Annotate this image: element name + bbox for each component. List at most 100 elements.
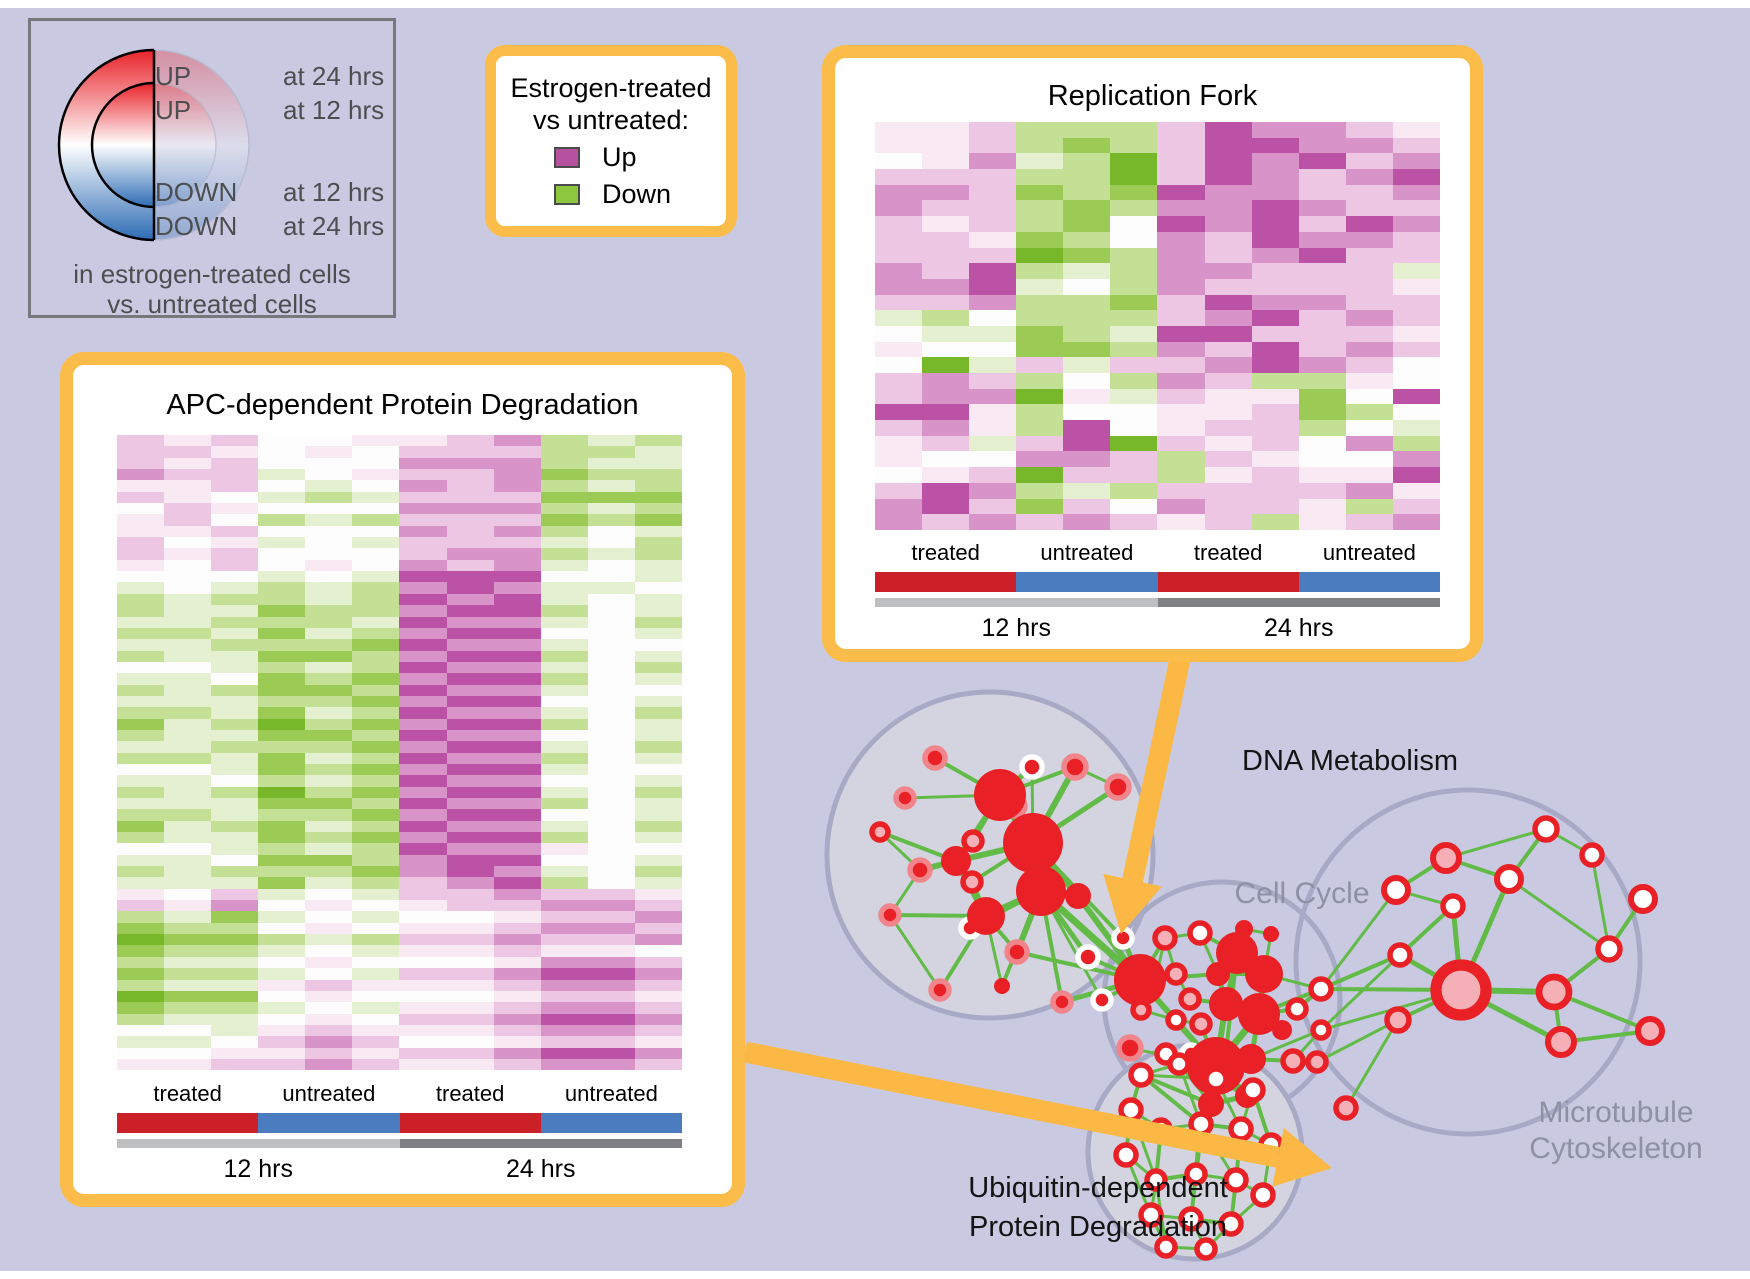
heatmap-cell	[258, 945, 306, 957]
cluster-label-dna-metabolism: DNA Metabolism	[1242, 745, 1458, 777]
network-edge	[1590, 854, 1611, 950]
heatmap-cell	[258, 571, 306, 583]
heatmap-cell	[587, 763, 635, 776]
heatmap-cell	[1204, 216, 1252, 232]
heatmap-cell	[875, 231, 923, 248]
heatmap-cell	[969, 498, 1017, 515]
heatmap-cell	[922, 310, 970, 326]
apc-time-bar	[117, 1139, 682, 1148]
heatmap-cell	[446, 616, 494, 628]
heatmap-cell	[969, 373, 1017, 389]
heatmap-cell	[1063, 137, 1111, 154]
heatmap-row	[117, 729, 682, 742]
heatmap-cell	[922, 137, 970, 154]
heatmap-cell	[969, 404, 1017, 421]
heatmap-cell	[587, 968, 635, 980]
heatmap-cell	[399, 469, 447, 481]
heatmap-cell	[1063, 325, 1111, 342]
network-node	[878, 903, 902, 927]
heatmap-cell	[399, 525, 447, 538]
heatmap-cell	[305, 605, 353, 617]
heatmap-cell	[352, 911, 400, 923]
heatmap-cell	[446, 537, 494, 549]
heatmap-cell	[258, 809, 306, 821]
group-label-treated: treated	[435, 1081, 505, 1106]
heatmap-cell	[399, 684, 447, 696]
heatmap-cell	[1157, 325, 1205, 342]
heatmap-cell	[352, 877, 400, 889]
heatmap-cell	[352, 820, 400, 833]
network-node	[1245, 955, 1283, 993]
network-node	[1532, 815, 1560, 843]
heatmap-row	[117, 605, 682, 617]
heatmap-cell	[587, 514, 635, 526]
heatmap-cell	[258, 480, 306, 492]
heatmap-cell	[164, 639, 212, 651]
heatmap-cell	[399, 707, 447, 719]
heatmap-cell	[1251, 263, 1299, 279]
heatmap-cell	[1016, 420, 1064, 436]
cluster-label-ubiquitin-line1: Ubiquitin-dependent	[968, 1172, 1228, 1204]
heatmap-cell	[1298, 467, 1346, 483]
network-node	[1216, 932, 1258, 974]
heatmap-cell	[1110, 325, 1158, 342]
heatmap-row	[117, 514, 682, 526]
heatmap-cell	[922, 451, 970, 468]
heatmap-cell	[258, 900, 306, 912]
heatmap-cell	[352, 684, 400, 696]
heatmap-cell	[1016, 294, 1064, 311]
heatmap-cell	[540, 1058, 588, 1071]
heatmap-cell	[399, 661, 447, 674]
heatmap-cell	[211, 1036, 259, 1048]
heatmap-cell	[493, 435, 541, 447]
heatmap-cell	[1110, 184, 1158, 201]
heatmap-cell	[1392, 498, 1440, 515]
heatmap-cell	[446, 661, 494, 674]
heatmap-cell	[634, 457, 682, 470]
network-node	[1104, 773, 1132, 801]
heatmap-cell	[352, 934, 400, 946]
heatmap-cell	[875, 294, 923, 311]
heatmap-cell	[1063, 263, 1111, 279]
heatmap-cell	[211, 446, 259, 458]
heatmap-cell	[634, 741, 682, 753]
group-label-untreated: untreated	[564, 1081, 658, 1106]
heatmap-cell	[1251, 184, 1299, 201]
heatmap-cell	[399, 559, 447, 572]
heatmap-cell	[446, 1058, 494, 1071]
heatmap-cell	[446, 911, 494, 923]
key-footer-line1: in estrogen-treated cells	[73, 259, 351, 289]
heatmap-cell	[1298, 294, 1346, 311]
heatmap-row	[875, 247, 1440, 264]
heatmap-cell	[258, 684, 306, 696]
heatmap-cell	[493, 911, 541, 923]
heatmap-cell	[352, 446, 400, 458]
heatmap-cell	[1016, 435, 1064, 452]
heatmap-cell	[1063, 451, 1111, 468]
heatmap-cell	[1110, 404, 1158, 421]
heatmap-cell	[352, 843, 400, 855]
heatmap-cell	[1157, 467, 1205, 483]
network-node	[1154, 1235, 1178, 1259]
heatmap-cell	[117, 1013, 165, 1025]
heatmap-cell	[305, 786, 353, 798]
heatmap-cell	[1016, 325, 1064, 342]
heatmap-row	[117, 956, 682, 969]
heatmap-cell	[446, 866, 494, 878]
heatmap-cell	[211, 673, 259, 685]
heatmap-cell	[922, 514, 970, 530]
heatmap-cell	[540, 990, 588, 1003]
heatmap-cell	[352, 695, 400, 708]
heatmap-cell	[540, 729, 588, 742]
heatmap-cell	[305, 968, 353, 980]
heatmap-cell	[399, 480, 447, 492]
heatmap-cell	[1063, 278, 1111, 295]
heatmap-cell	[399, 571, 447, 583]
heatmap-cell	[258, 537, 306, 549]
network-node	[974, 769, 1026, 821]
heatmap-cell	[1392, 294, 1440, 311]
network-node	[1535, 973, 1573, 1011]
heatmap-cell	[211, 832, 259, 844]
heatmap-cell	[1345, 467, 1393, 483]
